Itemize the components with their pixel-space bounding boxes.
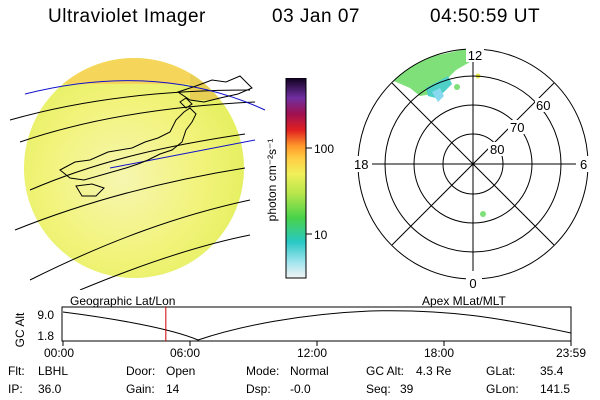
time-label: 04:50:59 UT [430, 6, 541, 27]
timeline-frame [61, 306, 572, 342]
mode-value: Normal [290, 364, 329, 378]
gc-alt-label: GC Alt: [366, 364, 405, 378]
door-label: Door: [126, 364, 156, 378]
filter-label: Flt: [8, 364, 25, 378]
colorbar-gradient [285, 78, 307, 279]
filter-value: LBHL [38, 364, 69, 378]
glat-label: GLat: [486, 364, 516, 378]
mlt-label-6: 6 [580, 157, 587, 172]
timeline-y-title: GC Alt [13, 312, 27, 347]
gc-alt-value: 4.3 Re [416, 364, 452, 378]
colorbar-unit-label: photon cm⁻²s⁻¹ [265, 139, 279, 222]
mode-label: Mode: [246, 364, 280, 378]
x-tick-label: 06:00 [170, 346, 201, 360]
aurora-oval [380, 49, 470, 96]
colorbar-tick-10: 10 [314, 228, 328, 242]
colorbar: photon cm⁻²s⁻¹ [265, 78, 312, 279]
y-tick-label: 9.0 [37, 308, 54, 322]
seq-value: 39 [400, 382, 414, 396]
ip-label: IP: [8, 382, 23, 396]
earth-image-panel [9, 58, 266, 290]
altitude-timeline: GC Alt 9.0 1.8 [13, 306, 572, 347]
x-tick-label: 23:59 [556, 346, 587, 360]
timeline-left-label: Geographic Lat/Lon [70, 294, 176, 308]
x-tick-label: 00:00 [44, 346, 75, 360]
dsp-label: Dsp: [246, 382, 271, 396]
mlat-ring-80-label: 80 [490, 142, 504, 157]
latitude-grid-lines [9, 80, 266, 290]
timeline-right-label: Apex MLat/MLT [422, 294, 506, 308]
colorbar-tick-100: 100 [314, 142, 335, 156]
door-value: Open [166, 364, 196, 378]
gain-value: 14 [166, 382, 180, 396]
x-tick-label: 12:00 [297, 346, 328, 360]
mlt-label-0: 0 [469, 276, 476, 291]
coastline-outline [59, 75, 253, 197]
polar-mlt-plot: 12 0 18 6 60 70 80 [350, 48, 592, 291]
y-tick-label: 1.8 [37, 329, 54, 343]
glon-label: GLon: [486, 382, 519, 396]
polar-grid [357, 48, 589, 280]
app-title: Ultraviolet Imager [48, 6, 206, 27]
mlt-label-18: 18 [354, 157, 368, 172]
ip-value: 36.0 [38, 382, 62, 396]
glon-value: 141.5 [540, 382, 571, 396]
glat-value: 35.4 [540, 364, 564, 378]
altitude-curve [62, 310, 572, 341]
date-label: 03 Jan 07 [272, 6, 360, 27]
x-tick-label: 18:00 [424, 346, 455, 360]
seq-label: Seq: [366, 382, 391, 396]
mlat-ring-60-label: 60 [536, 98, 550, 113]
mlt-label-12: 12 [468, 48, 482, 63]
earth-disk [24, 58, 244, 278]
mlat-ring-70-label: 70 [510, 120, 524, 135]
gain-label: Gain: [126, 382, 155, 396]
dsp-value: -0.0 [290, 382, 311, 396]
